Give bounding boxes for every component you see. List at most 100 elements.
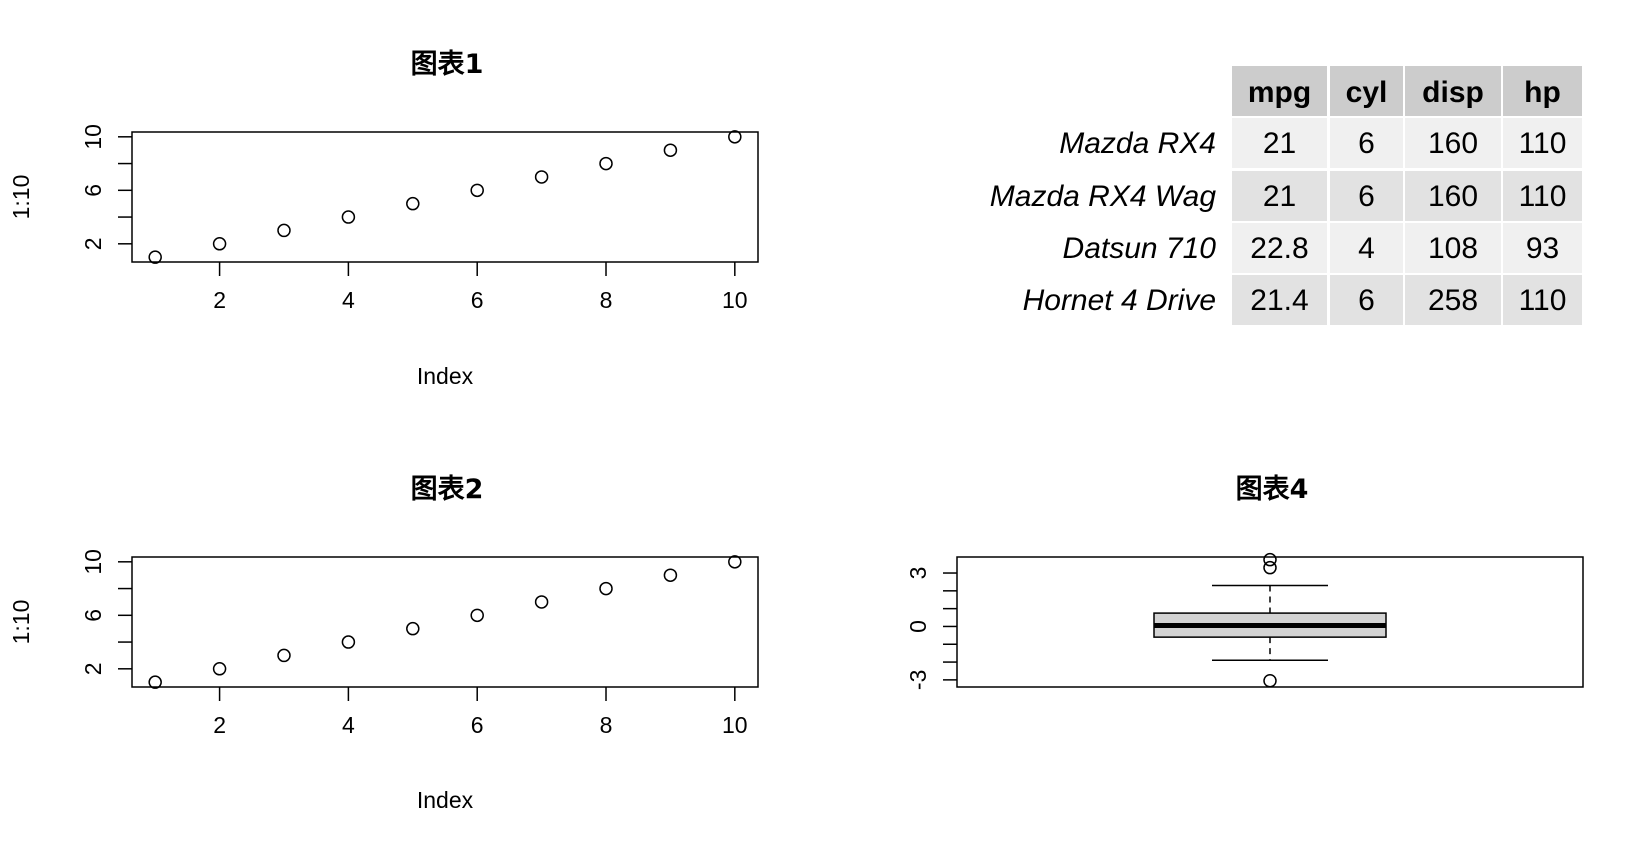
data-point: [277, 648, 291, 663]
table-cell-bg: [1330, 223, 1403, 273]
table-cell: 6: [1358, 284, 1375, 317]
table-cell: 6: [1358, 127, 1375, 160]
table-header-label: disp: [1422, 76, 1484, 109]
table-row-label: Datsun 710: [1063, 232, 1217, 265]
table-cell: 4: [1358, 232, 1375, 265]
y-tick-label: 0: [905, 620, 931, 633]
chart-2-plot-frame: [131, 556, 759, 688]
chart-4: 图表4 -3 0 3: [905, 474, 1584, 690]
y-tick-label: 3: [905, 567, 931, 580]
table-header-label: hp: [1524, 76, 1561, 109]
data-point: [470, 183, 484, 198]
chart-1-y-label: 1:10: [8, 175, 34, 220]
chart-2-title: 图表2: [411, 474, 484, 505]
chart-2-y-label: 1:10: [8, 600, 34, 645]
table-cell: 110: [1519, 127, 1567, 160]
chart-1-x-label: Index: [417, 363, 474, 389]
table-cell-bg: [1503, 171, 1582, 221]
table-cell-bg: [1232, 118, 1327, 168]
chart-2-points: [148, 555, 742, 689]
table-header-cell: [1330, 66, 1403, 116]
chart-1-points: [148, 130, 742, 264]
table-cell: 110: [1519, 284, 1567, 317]
data-point: [406, 196, 420, 211]
table-header-label: mpg: [1248, 76, 1311, 109]
table-cell-bg: [1330, 171, 1403, 221]
y-tick-label: 10: [80, 549, 106, 575]
y-tick-label: 6: [80, 184, 106, 197]
table-cell-bg: [1232, 223, 1327, 273]
data-point: [728, 130, 742, 144]
table-cell: 93: [1526, 232, 1559, 265]
data-point: [212, 662, 227, 676]
x-tick-label: 8: [600, 712, 613, 738]
data-point: [148, 250, 162, 264]
table-cell-bg: [1503, 275, 1582, 325]
table-cell: 6: [1358, 180, 1375, 213]
table-cell-bg: [1330, 118, 1403, 168]
data-point: [277, 223, 291, 238]
data-point: [534, 595, 549, 609]
chart-1-x-axis: 2 4 6 8 10: [213, 262, 748, 313]
table-row-label: Mazda RX4 Wag: [990, 180, 1217, 213]
data-point: [470, 608, 484, 623]
data-point: [728, 555, 742, 569]
chart-1: 图表1 2 4 6 8 10 2 6 10 Index 1:10: [8, 49, 759, 389]
table-cell-bg: [1405, 275, 1501, 325]
outlier-point: [1263, 560, 1277, 575]
table-cell-bg: [1330, 275, 1403, 325]
chart-2: 图表2 2 4 6 8 10 2 6 10 Index 1:10: [8, 474, 759, 813]
table-cell-bg: [1503, 223, 1582, 273]
table-cell: 160: [1428, 127, 1478, 160]
table-cell: 108: [1428, 232, 1478, 265]
chart-4-y-axis: -3 0 3: [905, 567, 957, 690]
x-tick-label: 2: [213, 712, 226, 738]
table-header-cell: [1232, 66, 1327, 116]
table-cell-bg: [1405, 118, 1501, 168]
table-header-cell: [1405, 66, 1501, 116]
data-table: mpg cyl disp hp Mazda RX4 21 6 160 110 Mazda RX4 …: [990, 66, 1582, 325]
x-tick-label: 6: [471, 287, 484, 313]
data-point: [599, 156, 613, 171]
chart-2-y-axis: 2 6 10: [80, 549, 132, 675]
table-row-label: Hornet 4 Drive: [1023, 284, 1216, 317]
data-point: [341, 210, 356, 224]
table-header-cell: [1503, 66, 1582, 116]
outlier-point: [1263, 552, 1277, 567]
y-tick-label: 2: [80, 662, 106, 675]
y-tick-label: 2: [80, 237, 106, 250]
table-cell-bg: [1232, 275, 1327, 325]
chart-1-title: 图表1: [411, 49, 484, 80]
table-row-label: Mazda RX4: [1059, 127, 1216, 160]
table-cell: 110: [1519, 180, 1567, 213]
x-tick-label: 4: [342, 712, 355, 738]
data-point: [663, 568, 678, 582]
table-cell: 258: [1428, 284, 1478, 317]
y-tick-label: -3: [905, 670, 931, 690]
chart-2-x-axis: 2 4 6 8 10: [213, 687, 748, 738]
table-cell: 21: [1263, 127, 1296, 160]
x-tick-label: 10: [722, 287, 748, 313]
table-cell: 21.4: [1250, 284, 1308, 317]
data-point: [148, 675, 162, 689]
y-tick-label: 10: [80, 124, 106, 150]
table-cell-bg: [1405, 223, 1501, 273]
x-tick-label: 10: [722, 712, 748, 738]
chart-1-plot-frame: [131, 131, 759, 263]
data-point: [663, 143, 678, 157]
x-tick-label: 4: [342, 287, 355, 313]
chart-1-y-axis: 2 6 10: [80, 124, 132, 250]
data-point: [212, 237, 227, 251]
x-tick-label: 8: [600, 287, 613, 313]
x-tick-label: 6: [471, 712, 484, 738]
table-header-label: cyl: [1346, 76, 1388, 109]
outlier-point: [1263, 674, 1277, 688]
data-point: [599, 581, 613, 596]
table-cell: 160: [1428, 180, 1478, 213]
table-cell-bg: [1503, 118, 1582, 168]
table-cell-bg: [1232, 171, 1327, 221]
data-point: [341, 635, 356, 649]
chart-4-boxplot: [1153, 552, 1387, 688]
table-cell: 21: [1263, 180, 1296, 213]
